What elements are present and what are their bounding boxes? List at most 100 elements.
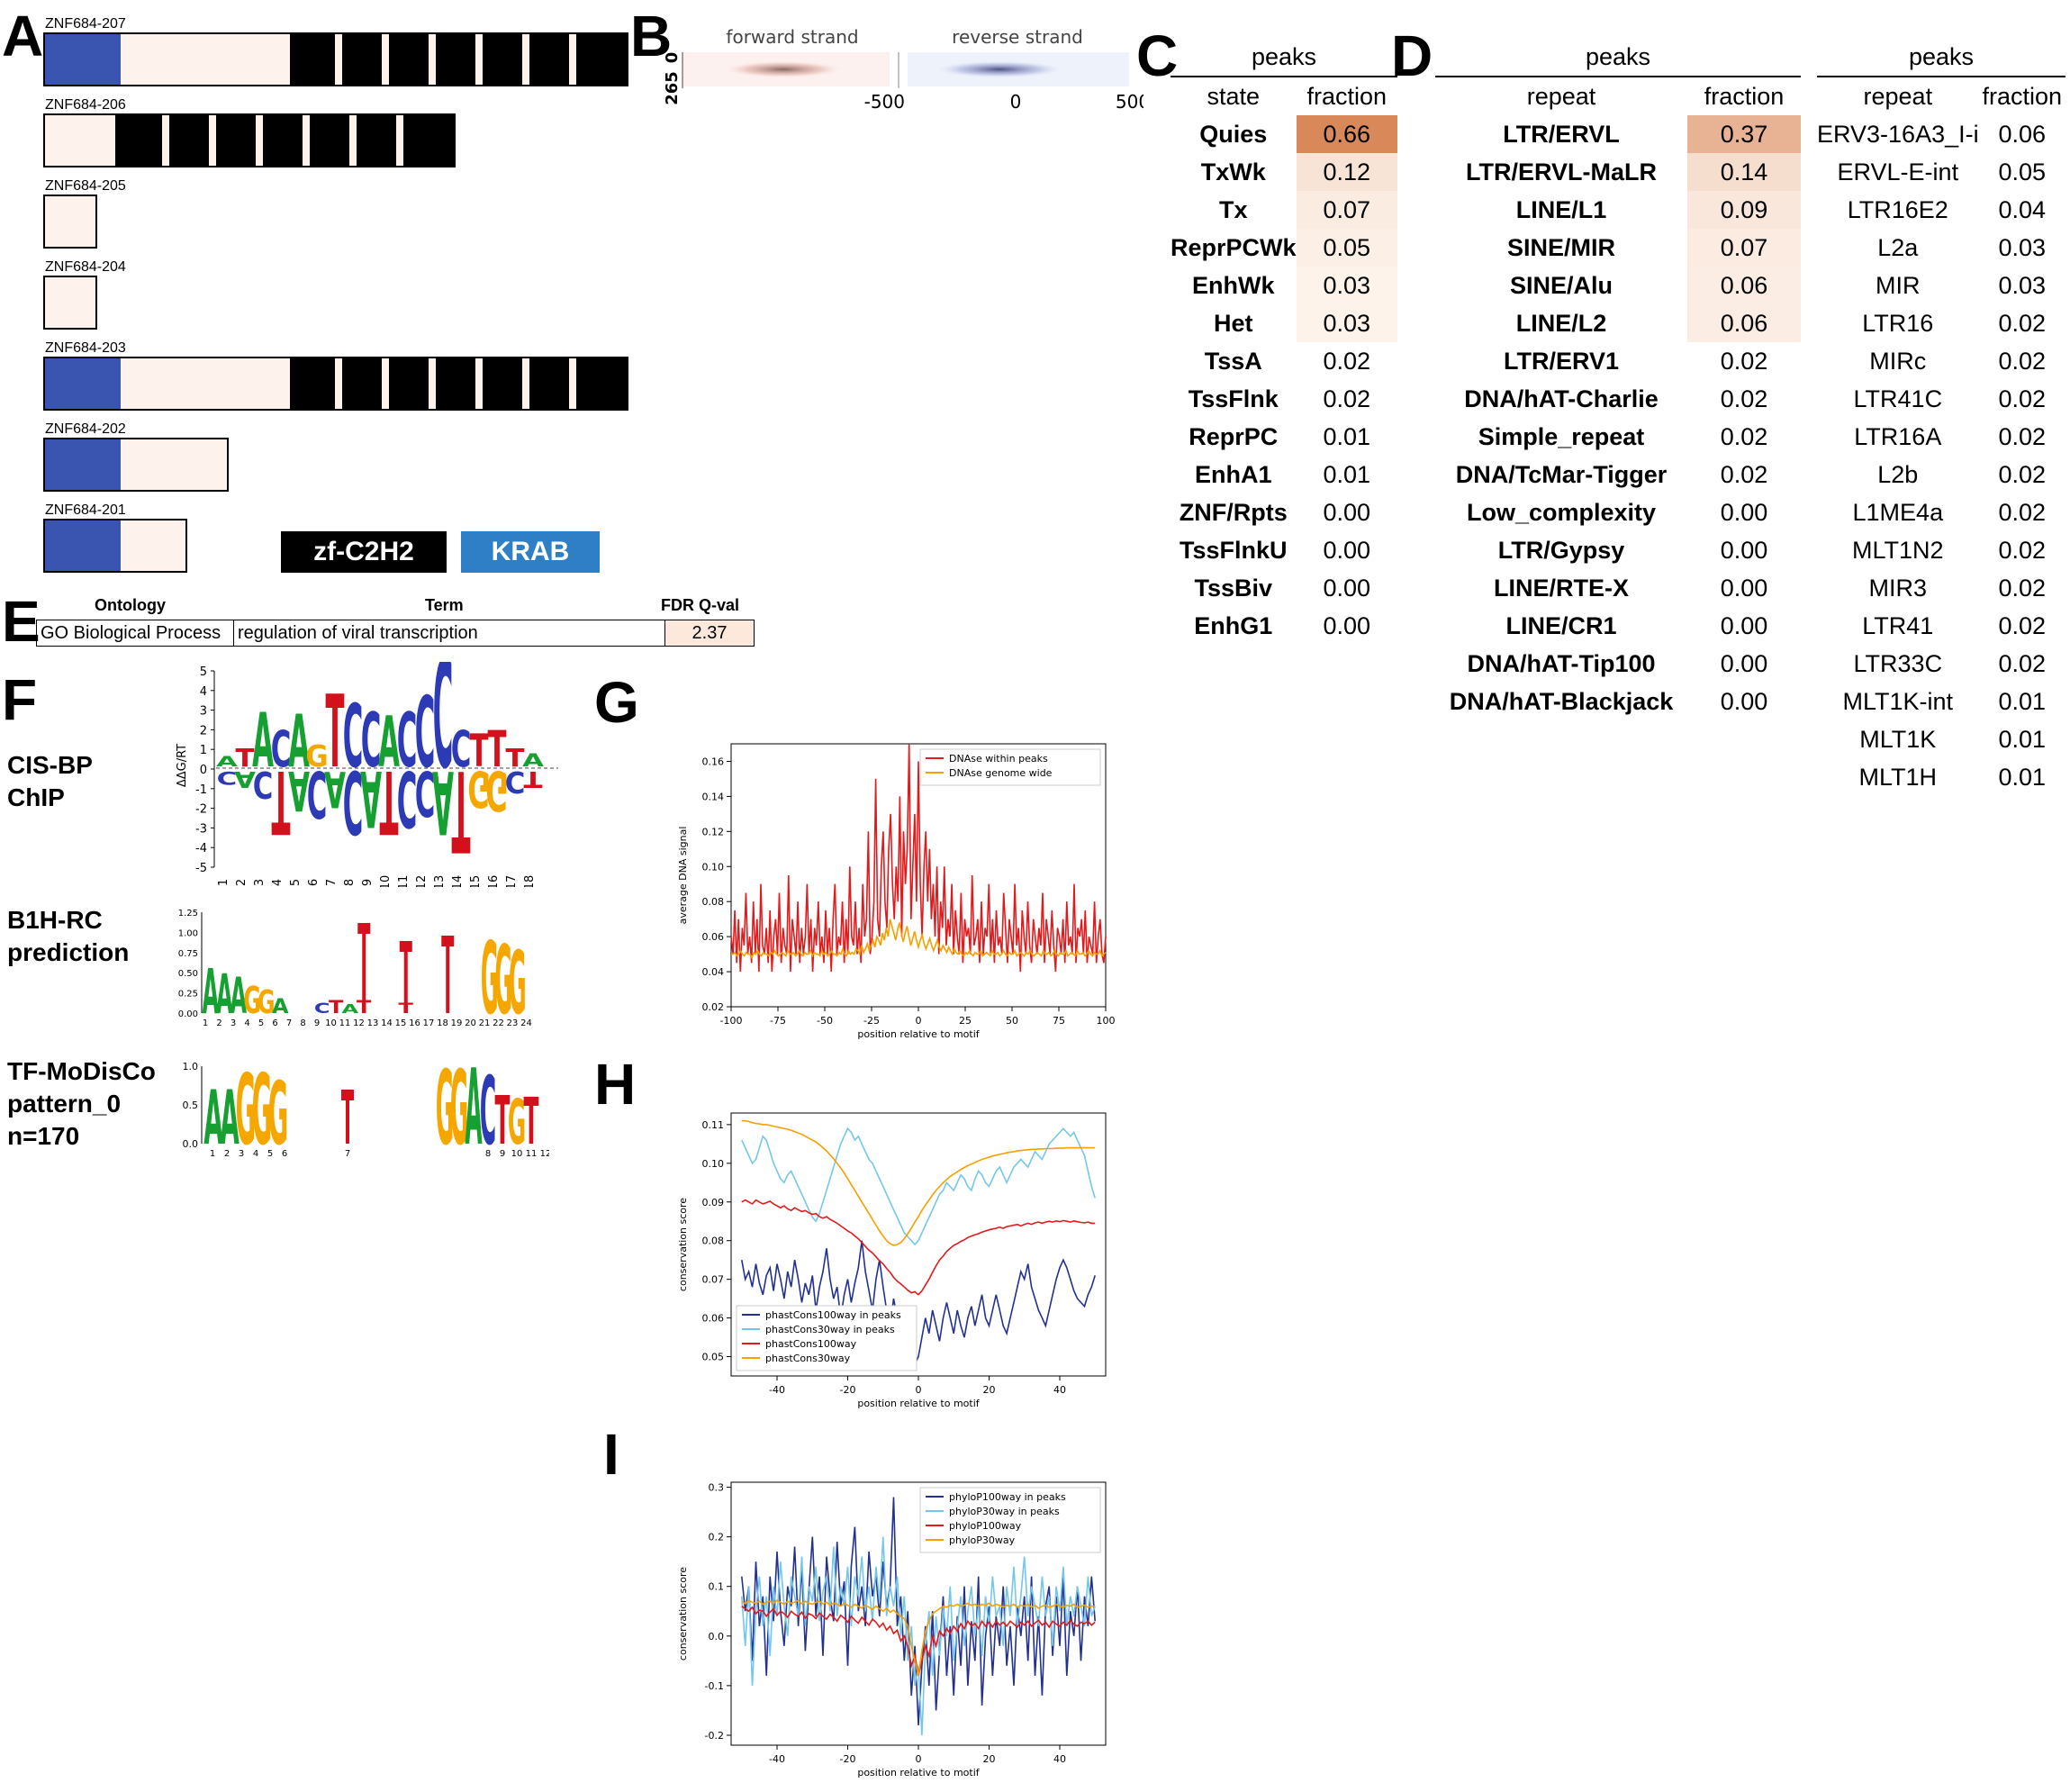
row-label: DNA/hAT-Charlie (1464, 385, 1659, 412)
logo-letter: G (485, 758, 508, 822)
legend-label: phyloP30way in peaks (949, 1506, 1060, 1517)
logo-letter: T (487, 720, 506, 778)
cisbp-label-line1: CIS-BP (7, 751, 93, 779)
repeat-family-row: LINE/CR1 0.00 (1435, 607, 1801, 645)
zf-domain (290, 358, 335, 409)
row-fraction: 0.02 (1998, 649, 2047, 677)
row-fraction: 0.12 (1296, 153, 1397, 191)
x-tick-label: 8 (300, 1018, 305, 1028)
logo-letter: A (465, 1054, 482, 1162)
row-label: Tx (1219, 195, 1248, 223)
row-label: ERV3-16A3_I-i (1817, 120, 1979, 148)
x-tick-label: 5 (289, 879, 303, 886)
x-tick-label: 5 (267, 1149, 273, 1159)
y-tick-label: -4 (195, 842, 207, 855)
y-tick-label: 0.04 (702, 966, 725, 978)
x-tick-label: 8 (343, 879, 357, 886)
x-tick-label: 13 (433, 875, 447, 887)
row-fraction: 0.00 (1720, 574, 1768, 602)
zf-domain (436, 358, 475, 409)
logo-letter: G (243, 979, 261, 1022)
x-tick-label: 17 (505, 875, 519, 887)
state-row: ReprPCWk 0.05 (1171, 229, 1397, 267)
logo-letter: G (305, 738, 328, 774)
y-top-label: 0 (663, 52, 682, 64)
go-ontology-cell: GO Biological Process (36, 620, 234, 647)
fraction-col-header: fraction (1704, 82, 1785, 110)
repeat-family-row: LTR/ERVL-MaLR 0.14 (1435, 153, 1801, 191)
repeat-subfamily-row: MIR3 0.02 (1817, 569, 2065, 607)
repeat-subfamily-row: LTR16E2 0.04 (1817, 191, 2065, 229)
repeat-family-row: DNA/hAT-Charlie 0.02 (1435, 380, 1801, 418)
legend-label: phyloP30way (949, 1534, 1016, 1546)
b1h-label-line1: B1H-RC (7, 906, 103, 934)
logo-letter: T (451, 745, 470, 874)
y-tick-label: 0.08 (702, 896, 725, 908)
series-line-0 (730, 743, 1107, 973)
x-tick-label: 12 (415, 875, 429, 887)
x-tick-label: 5 (258, 1018, 264, 1028)
row-fraction: 0.14 (1687, 153, 1801, 191)
row-label: LTR41C (1853, 385, 1943, 412)
isoform-bar-205 (43, 195, 97, 249)
logo-letter: T (523, 766, 542, 792)
row-label: MLT1K-int (1842, 687, 1954, 715)
zf-domain (436, 34, 475, 85)
row-fraction: 0.02 (1998, 309, 2047, 337)
legend-label: DNAse genome wide (949, 767, 1053, 779)
y-tick-label: -3 (195, 822, 207, 836)
peaks-header: peaks (1817, 38, 2065, 77)
t-cap (441, 936, 455, 946)
cisbp-y-label: ΔΔG/RT (176, 744, 189, 787)
x-tick-label: 3 (239, 1149, 244, 1159)
repeat-family-row: SINE/MIR 0.07 (1435, 229, 1801, 267)
row-fraction: 0.66 (1296, 115, 1397, 153)
t-stem (446, 936, 450, 1013)
row-label: SINE/Alu (1509, 271, 1613, 299)
row-label: LTR41 (1862, 611, 1934, 639)
t-stem (346, 1090, 349, 1144)
go-fdr-header: FDR Q-val (661, 596, 740, 614)
x-axis-label: position relative to motif (857, 1767, 980, 1778)
row-label: ReprPC (1189, 422, 1279, 450)
y-tick-label: 3 (200, 705, 207, 719)
y-tick-label: 4 (200, 685, 207, 699)
row-fraction: 0.02 (1998, 498, 2047, 526)
krab-domain (45, 520, 121, 571)
x-tick-label: 6 (307, 879, 321, 886)
logo-letter: C (253, 763, 274, 807)
state-row: EnhG1 0.00 (1171, 607, 1397, 645)
zf-domain (216, 115, 256, 166)
panel-letter-h: H (594, 1052, 637, 1117)
row-label: DNA/hAT-Tip100 (1467, 649, 1656, 677)
row-label: LTR16A (1854, 422, 1942, 450)
logo-letter: G (467, 759, 490, 817)
x-tick-label: 10 (511, 1149, 523, 1159)
x-tick-label: 11 (526, 1149, 538, 1159)
x-tick-label: 4 (271, 879, 285, 886)
x-tick-label: 40 (1053, 1384, 1066, 1396)
zf-domain (342, 358, 382, 409)
y-tick-label: 0.14 (702, 791, 725, 802)
series-line-2 (741, 1606, 1096, 1677)
row-fraction: 0.00 (1323, 574, 1371, 602)
logo-letter: T (329, 998, 344, 1018)
repeat-subfamily-row: ERV3-16A3_I-i 0.06 (1817, 115, 2065, 153)
y-tick-label: 0.06 (702, 1313, 725, 1325)
panel-letter-a: A (2, 4, 44, 68)
y-tick-label: 0.08 (702, 1235, 725, 1247)
logo-letter: C (343, 686, 364, 787)
y-tick-label: 0 (200, 764, 207, 777)
row-label: TssBiv (1194, 574, 1273, 602)
x-tick-label: 16 (409, 1018, 420, 1028)
x-tick-label: 3 (231, 1018, 236, 1028)
logo-letter: C (415, 756, 436, 828)
tfmodisco-label-line2: pattern_0 (7, 1090, 122, 1118)
y-tick-label: -0.2 (705, 1730, 724, 1742)
b1h-logo: 1.251.000.750.500.250.001 2 3 4 5 6 7 8 9 10 11 12 1… (178, 909, 532, 1031)
y-tick-label: 2 (200, 724, 207, 738)
logo-letter: C (307, 756, 328, 831)
x-tick-label: 20 (982, 1753, 995, 1765)
logo-letter: A (288, 758, 310, 822)
tick-label: 0 (1010, 91, 1022, 113)
